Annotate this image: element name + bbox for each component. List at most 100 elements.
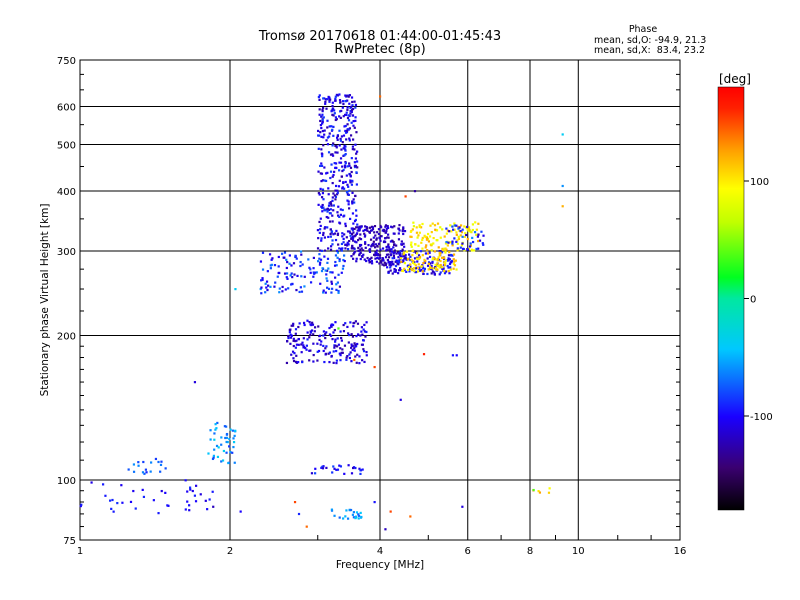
data-point xyxy=(213,432,216,435)
data-point xyxy=(289,336,293,339)
data-point xyxy=(349,351,352,354)
data-point xyxy=(299,260,302,264)
data-point xyxy=(353,100,356,103)
data-point xyxy=(112,510,115,513)
data-point xyxy=(336,136,339,139)
data-point xyxy=(351,244,354,247)
data-point xyxy=(318,220,321,224)
data-point xyxy=(376,256,379,260)
data-point xyxy=(337,343,340,346)
data-point xyxy=(325,215,328,219)
data-point xyxy=(331,287,334,290)
chart-subtitle: RwPretec (8p) xyxy=(334,42,425,57)
data-point xyxy=(321,467,325,470)
data-point xyxy=(191,489,194,493)
data-point xyxy=(416,236,419,239)
data-point xyxy=(458,229,461,232)
data-point xyxy=(446,264,449,268)
data-point xyxy=(347,200,350,203)
data-point xyxy=(370,262,374,265)
data-point xyxy=(468,228,471,232)
data-point xyxy=(316,229,320,232)
data-point xyxy=(397,232,400,235)
data-point xyxy=(456,242,459,245)
data-point xyxy=(449,241,452,244)
data-point xyxy=(443,272,447,275)
data-point xyxy=(351,247,354,250)
data-point xyxy=(359,233,362,236)
data-point xyxy=(294,346,297,349)
data-point xyxy=(310,472,314,475)
data-point xyxy=(328,360,331,364)
data-point xyxy=(225,425,228,428)
data-point xyxy=(320,148,323,151)
data-point xyxy=(329,202,333,205)
data-point xyxy=(353,251,356,255)
data-point xyxy=(417,258,420,261)
data-point xyxy=(342,115,345,118)
data-point xyxy=(346,248,350,251)
data-point xyxy=(355,361,358,364)
data-point xyxy=(349,181,352,184)
phase-stats-o-mode: mean, sd,O: -94.9, 21.3 xyxy=(594,35,706,46)
data-point xyxy=(346,99,349,102)
data-point xyxy=(427,262,430,265)
data-point xyxy=(351,239,355,242)
data-point xyxy=(318,253,321,256)
data-point xyxy=(334,338,337,341)
data-point xyxy=(233,461,236,464)
data-point xyxy=(350,96,354,99)
data-point xyxy=(317,134,320,137)
data-point xyxy=(325,277,328,280)
data-point xyxy=(452,262,456,266)
data-point xyxy=(302,345,306,349)
data-point xyxy=(403,245,406,248)
data-point xyxy=(346,183,349,186)
data-point xyxy=(301,361,304,364)
data-point xyxy=(110,507,113,510)
data-point xyxy=(359,257,362,261)
data-point xyxy=(309,333,312,336)
data-point xyxy=(381,257,385,260)
data-point xyxy=(143,472,146,475)
data-point xyxy=(378,254,382,257)
data-point xyxy=(359,238,363,241)
data-point xyxy=(471,223,475,226)
data-point xyxy=(164,491,167,494)
data-point xyxy=(356,322,360,325)
data-point xyxy=(346,116,350,120)
data-point xyxy=(335,362,338,365)
data-point xyxy=(466,225,469,229)
data-point xyxy=(351,233,354,236)
data-point xyxy=(426,249,429,252)
data-point xyxy=(287,336,290,339)
data-point xyxy=(382,240,386,244)
data-point xyxy=(347,332,350,335)
data-point xyxy=(322,116,325,119)
data-point xyxy=(329,324,333,327)
data-point xyxy=(292,339,295,342)
data-point xyxy=(416,260,419,263)
data-point xyxy=(356,229,359,232)
data-point xyxy=(395,244,398,247)
data-point xyxy=(324,333,327,336)
data-point xyxy=(326,207,329,210)
data-point xyxy=(90,481,93,484)
data-point xyxy=(225,440,228,444)
data-point xyxy=(346,354,349,358)
data-point xyxy=(436,239,439,242)
data-point xyxy=(334,344,337,347)
data-point xyxy=(482,243,485,246)
data-point xyxy=(220,460,223,463)
data-point xyxy=(471,228,474,232)
data-point xyxy=(338,352,341,355)
data-point xyxy=(451,225,454,228)
data-point xyxy=(329,334,333,337)
data-point xyxy=(356,353,359,356)
data-point xyxy=(309,271,312,274)
data-point xyxy=(295,257,298,260)
data-point xyxy=(448,251,451,254)
data-point xyxy=(355,515,358,518)
data-point xyxy=(352,120,355,123)
data-point xyxy=(453,222,456,225)
